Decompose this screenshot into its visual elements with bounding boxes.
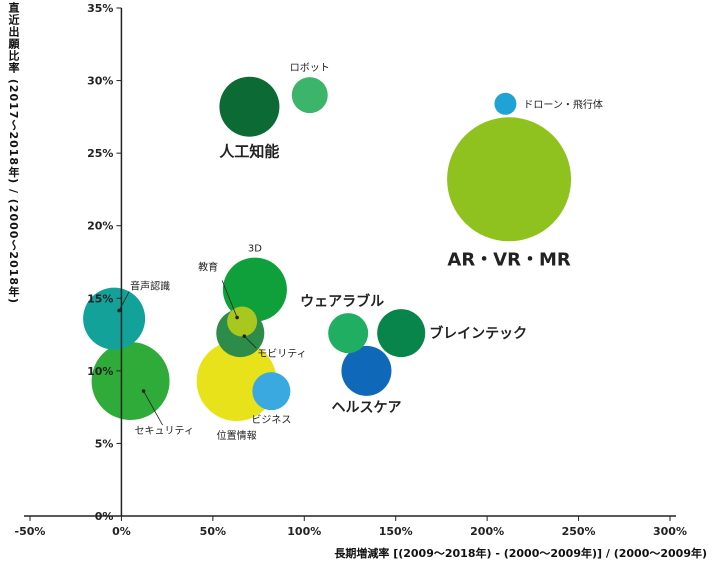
bubble-point xyxy=(219,76,280,137)
x-tick-label: -50% xyxy=(15,525,46,538)
y-axis-title: 直近出願比率 (2017～2018年) / (2000～2018年) xyxy=(7,2,20,305)
y-tick-label: 35% xyxy=(87,2,113,15)
leader-dot xyxy=(141,389,146,393)
bubble-label: セキュリティ xyxy=(135,425,194,437)
bubble-label: 教育 xyxy=(198,261,218,274)
bubble-label: ロボット xyxy=(290,62,330,74)
ticks-layer: -50% 0% 50% 100% 150% 200% 250% 300% 0% 5% 10% 15% 2… xyxy=(15,2,687,538)
bubble-label: モビリティ xyxy=(257,348,306,360)
y-tick-label: 15% xyxy=(87,292,113,305)
bubbles-layer xyxy=(83,76,572,422)
leader-dot xyxy=(242,334,247,338)
bubble-point xyxy=(83,287,146,350)
bubble-label: 人工知能 xyxy=(219,143,279,161)
y-tick-label: 20% xyxy=(87,220,113,233)
x-axis-title: 長期増減率 [(2009～2018年) - (2000～2009年)] / (2… xyxy=(334,547,707,560)
bubble-label: AR・VR・MR xyxy=(447,249,570,270)
bubble-label: ビジネス xyxy=(251,414,291,426)
bubble-label: ヘルスケア xyxy=(331,400,401,416)
leader-line xyxy=(221,280,238,318)
bubble-label: ウェアラブル xyxy=(300,293,384,310)
bubble-label: 位置情報 xyxy=(217,429,257,442)
bubble-label: 音声認識 xyxy=(130,280,170,293)
axes-layer xyxy=(24,8,676,517)
bubble-label: 3D xyxy=(248,244,262,255)
x-tick-label: 0% xyxy=(112,525,131,538)
x-tick-label: 100% xyxy=(287,525,321,538)
bubble-point xyxy=(291,77,328,114)
bubble-point xyxy=(227,306,258,337)
leader-line xyxy=(143,390,163,426)
y-tick-label: 10% xyxy=(87,365,113,378)
bubble-point xyxy=(341,345,392,396)
bubble-label: ブレインテック xyxy=(429,325,527,342)
y-tick-label: 30% xyxy=(87,75,113,88)
y-tick-label: 5% xyxy=(95,437,114,450)
bubble-point xyxy=(377,309,426,358)
x-tick-label: 50% xyxy=(200,525,226,538)
y-tick-label: 0% xyxy=(95,510,114,523)
x-tick-label: 250% xyxy=(562,525,596,538)
bubble-point xyxy=(252,372,291,411)
x-tick-label: 300% xyxy=(653,525,687,538)
x-tick-label: 200% xyxy=(470,525,504,538)
leader-dot xyxy=(235,315,239,320)
bubble-label: ドローン・飛行体 xyxy=(523,98,603,111)
bubble-point xyxy=(328,313,369,354)
leader-line xyxy=(118,291,130,311)
bubble-point xyxy=(222,257,287,322)
y-tick-label: 25% xyxy=(87,147,113,160)
bubble-point xyxy=(494,92,517,115)
leader-line xyxy=(244,335,257,349)
x-tick-label: 150% xyxy=(379,525,413,538)
leader-dot xyxy=(117,308,121,313)
bubble-point xyxy=(91,342,170,421)
bubble-point xyxy=(447,117,572,242)
